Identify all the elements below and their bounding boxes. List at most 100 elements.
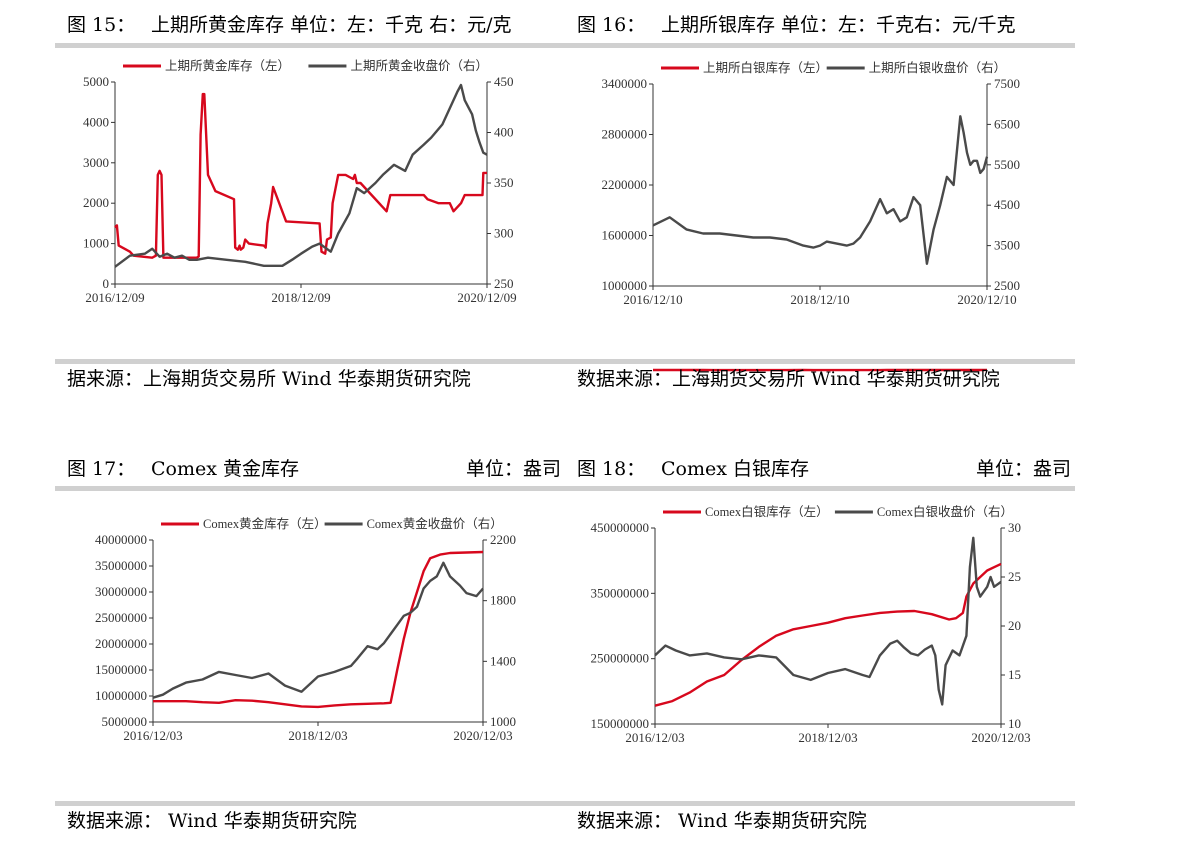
figure-16-panel: 图 16： 上期所银库存 单位：左：千克右：元/千克 1000000 1600000… [565, 12, 1075, 392]
bottom-rule [565, 801, 1075, 806]
figure-17-panel: 图 17： Comex 黄金库存 单位：盎司 5000000 10000000 150… [55, 456, 565, 841]
x-tick-label: 2018/12/03 [798, 730, 857, 745]
series-line-right [652, 115, 989, 266]
x-tick-label: 2020/12/10 [957, 292, 1016, 307]
left-tick-label: 350000000 [591, 585, 650, 600]
series-line-left [153, 550, 484, 709]
left-tick-label: 25000000 [95, 610, 147, 625]
legend-label: 上期所黄金收盘价（右） [350, 58, 488, 73]
left-tick-label: 150000000 [591, 716, 650, 731]
figure-15-panel: 图 15： 上期所黄金库存 单位：左：千克 右：元/克 0 1000 2000 3000… [55, 12, 565, 392]
x-tick-label: 2020/12/09 [457, 290, 516, 305]
left-tick-label: 0 [103, 276, 110, 291]
series-line-right [114, 83, 488, 268]
series-line-right [152, 561, 484, 699]
figure-number: 图 17： [67, 458, 136, 480]
right-tick-label: 350 [494, 175, 514, 190]
figure-number: 图 16： [577, 14, 646, 36]
x-tick-label: 2016/12/03 [625, 730, 684, 745]
left-tick-label: 10000000 [95, 688, 147, 703]
figure-title: 图 17： Comex 黄金库存 [67, 456, 299, 482]
right-tick-label: 30 [1008, 520, 1021, 535]
figure-title: 图 18： Comex 白银库存 [577, 456, 809, 482]
source-note: 数据来源： Wind 华泰期货研究院 [67, 810, 357, 832]
figure-unit: 单位：盎司 [465, 458, 561, 480]
x-tick-label: 2018/12/03 [288, 728, 347, 743]
left-tick-label: 1000000 [602, 278, 648, 293]
figure-caption: Comex 白银库存 [661, 458, 809, 480]
left-tick-label: 4000 [83, 114, 109, 129]
figure-caption: 上期所黄金库存 单位：左：千克 右：元/克 [151, 14, 512, 36]
chart-17: 5000000 10000000 15000000 20000000 25000000 3… [95, 516, 516, 743]
left-tick-label: 2000 [83, 195, 109, 210]
right-tick-label: 1400 [490, 653, 516, 668]
right-tick-label: 400 [494, 125, 514, 140]
bottom-rule [55, 801, 565, 806]
legend-label: 上期所白银库存（左） [703, 60, 828, 75]
right-tick-label: 4500 [994, 197, 1020, 212]
left-tick-label: 1000 [83, 236, 109, 251]
left-tick-label: 15000000 [95, 662, 147, 677]
left-tick-label: 40000000 [95, 532, 147, 547]
right-tick-label: 15 [1008, 667, 1021, 682]
figure-number: 图 15： [67, 14, 136, 36]
source-note: 数据来源：上海期货交易所 Wind 华泰期货研究院 [577, 368, 1000, 390]
figure-title: 图 15： 上期所黄金库存 单位：左：千克 右：元/克 [67, 12, 511, 38]
chart-15: 0 1000 2000 3000 4000 5000 250 300 350 400 450 2016… [83, 58, 517, 305]
top-rule [565, 43, 1075, 48]
right-tick-label: 5500 [994, 157, 1020, 172]
right-tick-label: 1800 [490, 593, 516, 608]
right-tick-label: 300 [494, 226, 514, 241]
legend-label: Comex黄金收盘价（右） [367, 516, 503, 531]
x-tick-label: 2020/12/03 [971, 730, 1030, 745]
legend-label: 上期所白银收盘价（右） [869, 60, 1007, 75]
legend-label: Comex白银收盘价（右） [877, 504, 1013, 519]
legend-label: Comex白银库存（左） [705, 504, 829, 519]
right-tick-label: 7500 [994, 76, 1020, 91]
top-rule [565, 486, 1075, 491]
x-tick-label: 2016/12/10 [623, 292, 682, 307]
source-note: 数据来源： Wind 华泰期货研究院 [577, 810, 867, 832]
figure-caption: Comex 黄金库存 [151, 458, 299, 480]
right-tick-label: 6500 [994, 116, 1020, 131]
right-tick-label: 10 [1008, 716, 1021, 731]
legend-label: 上期所黄金库存（左） [165, 58, 290, 73]
source-note: 据来源：上海期货交易所 Wind 华泰期货研究院 [67, 368, 471, 390]
right-tick-label: 450 [494, 74, 514, 89]
x-tick-label: 2020/12/03 [453, 728, 512, 743]
right-tick-label: 250 [494, 276, 514, 291]
series-line-right [654, 536, 1002, 706]
left-tick-label: 3000 [83, 155, 109, 170]
right-tick-label: 2500 [994, 278, 1020, 293]
right-tick-label: 2200 [490, 532, 516, 547]
right-tick-label: 20 [1008, 618, 1021, 633]
right-tick-label: 1000 [490, 714, 516, 729]
top-rule [55, 43, 565, 48]
figure-number: 图 18： [577, 458, 646, 480]
right-tick-label: 3500 [994, 238, 1020, 253]
left-tick-label: 30000000 [95, 584, 147, 599]
series-line-left [654, 562, 1002, 707]
x-tick-label: 2016/12/09 [85, 290, 144, 305]
right-tick-label: 25 [1008, 569, 1021, 584]
figure-unit: 单位：盎司 [975, 458, 1071, 480]
left-tick-label: 2200000 [602, 177, 648, 192]
left-tick-label: 2800000 [602, 127, 648, 142]
left-tick-label: 5000000 [102, 714, 148, 729]
left-tick-label: 20000000 [95, 636, 147, 651]
series-line-left [114, 92, 487, 259]
chart-18: 150000000 250000000 350000000 450000000 10 15… [591, 504, 1031, 745]
left-tick-label: 1600000 [602, 228, 648, 243]
x-tick-label: 2016/12/03 [123, 728, 182, 743]
figure-title: 图 16： 上期所银库存 单位：左：千克右：元/千克 [577, 12, 1015, 38]
left-tick-label: 250000000 [591, 651, 650, 666]
left-tick-label: 5000 [83, 74, 109, 89]
x-tick-label: 2018/12/09 [271, 290, 330, 305]
bottom-rule [55, 359, 565, 364]
left-tick-label: 3400000 [602, 76, 648, 91]
left-tick-label: 450000000 [591, 520, 650, 535]
chart-16: 1000000 1600000 2200000 2800000 3400000 2500 3… [602, 60, 1020, 372]
left-tick-label: 35000000 [95, 558, 147, 573]
x-tick-label: 2018/12/10 [790, 292, 849, 307]
figure-caption: 上期所银库存 单位：左：千克右：元/千克 [661, 14, 1016, 36]
